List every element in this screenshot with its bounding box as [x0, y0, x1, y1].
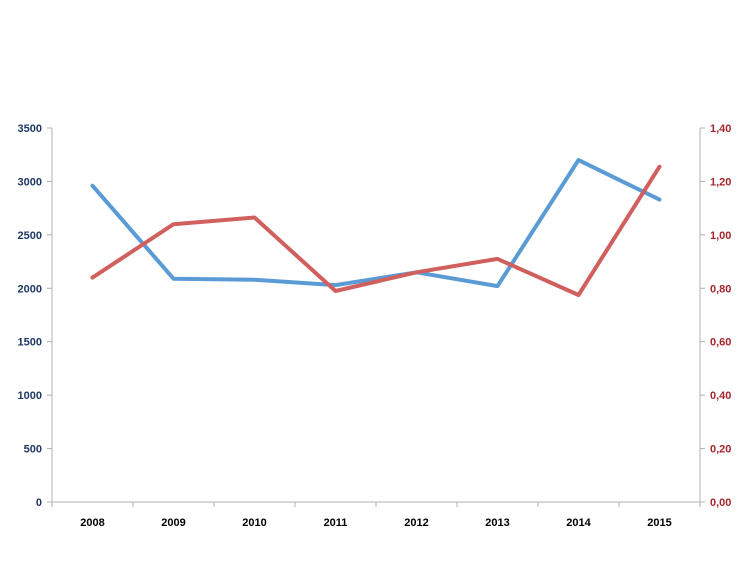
right-tick-label: 0,40 — [710, 390, 731, 402]
x-tick-label: 2015 — [647, 517, 671, 529]
left-axis-ticks: 0 500 1000 1500 2000 2500 3000 3500 — [18, 123, 52, 509]
right-tick-label: 0,20 — [710, 444, 731, 456]
right-axis-ticks: 0,00 0,20 0,40 0,60 0,80 1,00 1,20 1,40 — [700, 123, 731, 509]
left-tick-label: 1500 — [18, 337, 42, 349]
left-tick-label: 2000 — [18, 283, 42, 295]
right-tick-label: 0,00 — [710, 497, 731, 509]
series-line-right-axis — [90, 164, 662, 297]
left-tick-label: 3000 — [18, 176, 42, 188]
x-tick-label: 2012 — [404, 517, 428, 529]
right-tick-label: 1,40 — [710, 123, 731, 135]
left-tick-label: 1000 — [18, 390, 42, 402]
right-tick-label: 0,60 — [710, 337, 731, 349]
x-tick-label: 2009 — [161, 517, 185, 529]
left-tick-label: 2500 — [18, 230, 42, 242]
right-tick-label: 1,20 — [710, 176, 731, 188]
axes — [51, 128, 701, 503]
series-layer — [90, 158, 662, 297]
right-tick-label: 0,80 — [710, 283, 731, 295]
left-tick-label: 0 — [36, 497, 42, 509]
x-tick-label: 2013 — [485, 517, 509, 529]
x-tick-label: 2008 — [80, 517, 104, 529]
right-tick-label: 1,00 — [710, 230, 731, 242]
x-tick-label: 2011 — [324, 517, 348, 529]
x-axis-ticks: 2008 2009 2010 2011 2012 2013 2014 2015 — [51, 502, 701, 529]
series-line-left-axis — [90, 158, 662, 289]
x-tick-label: 2010 — [242, 517, 266, 529]
left-tick-label: 500 — [24, 444, 42, 456]
x-tick-label: 2014 — [566, 517, 591, 529]
left-tick-label: 3500 — [18, 123, 42, 135]
